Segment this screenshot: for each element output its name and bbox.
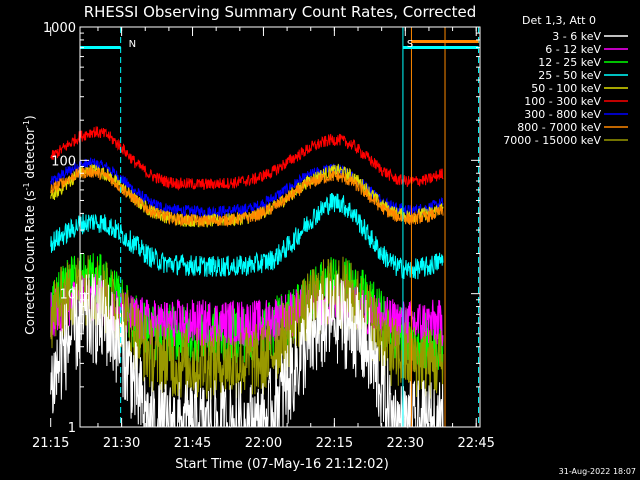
- y-tick-label: 100: [51, 154, 76, 169]
- series-line-7: [50, 166, 444, 228]
- series-line-3: [50, 192, 444, 280]
- y-axis-label: Corrected Count Rate (s-1 detector-1): [22, 115, 37, 334]
- series-line-5: [50, 126, 444, 191]
- annotation-bar-saa: [402, 46, 479, 49]
- legend-label-7: 800 - 7000 keV: [517, 121, 601, 134]
- annotation-bar-saa-orange: [411, 40, 479, 43]
- y-axis-label-part-1: Corrected Count Rate (s: [23, 190, 37, 334]
- x-axis-label: Start Time (07-May-16 21:12:02): [175, 457, 389, 472]
- y-axis-label-sup-2: -1: [22, 120, 31, 128]
- x-tick-label: 22:00: [245, 436, 282, 451]
- x-tick-label: 22:15: [316, 436, 353, 451]
- x-tick-label: 21:30: [103, 436, 140, 451]
- x-tick-label: 22:30: [387, 436, 424, 451]
- y-axis-label-part-3: ): [23, 115, 37, 120]
- y-axis-label-part-2: detector: [23, 128, 37, 183]
- legend-label-8: 7000 - 15000 keV: [503, 134, 601, 147]
- legend-label-0: 3 - 6 keV: [552, 30, 601, 43]
- x-tick-label: 22:45: [457, 436, 494, 451]
- x-tick-label: 21:15: [32, 436, 69, 451]
- legend-label-1: 6 - 12 keV: [545, 43, 601, 56]
- legend-title: Det 1,3, Att 0: [522, 14, 596, 27]
- y-axis-label-sup-1: -1: [22, 182, 31, 190]
- legend-label-5: 100 - 300 keV: [524, 95, 601, 108]
- plot-frame: [79, 26, 481, 428]
- legend-label-4: 50 - 100 keV: [531, 82, 601, 95]
- annotation-label-saa: S: [407, 39, 413, 50]
- plot-area: N S 1 10 100 1000 21:15 21:30 21:45 22:00 22:15 22:…: [32, 21, 495, 451]
- x-tick-label: 21:45: [174, 436, 211, 451]
- legend-label-3: 25 - 50 keV: [538, 69, 601, 82]
- y-tick-label: 1000: [43, 21, 76, 36]
- y-tick-label: 1: [68, 421, 76, 436]
- legend-label-6: 300 - 800 keV: [524, 108, 601, 121]
- chart-title: RHESSI Observing Summary Count Rates, Co…: [84, 3, 477, 21]
- annotation-label-night: N: [129, 39, 136, 50]
- legend-label-2: 12 - 25 keV: [538, 56, 601, 69]
- footer-timestamp: 31-Aug-2022 18:07: [559, 467, 636, 476]
- annotation-bar-night: [80, 46, 121, 49]
- y-tick-label: 10: [59, 288, 76, 303]
